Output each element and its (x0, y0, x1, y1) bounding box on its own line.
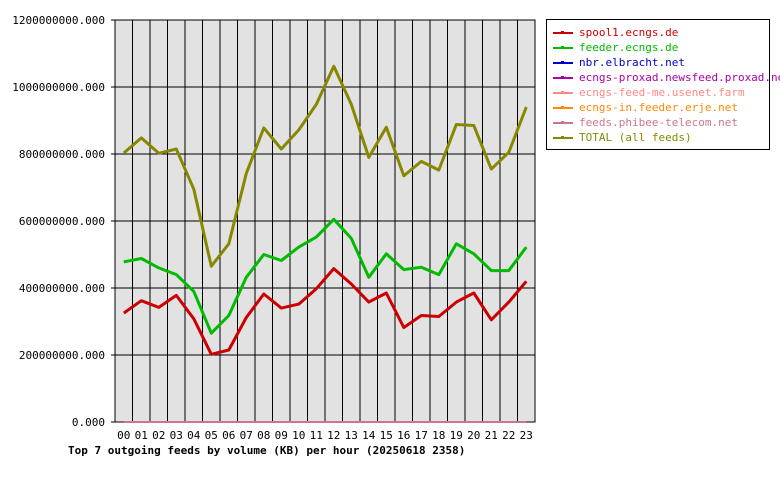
legend-label: nbr.elbracht.net (579, 56, 685, 69)
legend-label: feeder.ecngs.de (579, 41, 679, 54)
legend-swatch (553, 75, 573, 79)
x-tick-label: 20 (467, 429, 480, 442)
y-tick-label: 1200000000.000 (12, 14, 105, 27)
x-tick-label: 01 (135, 429, 148, 442)
x-tick-label: 03 (170, 429, 183, 442)
x-tick-label: 07 (240, 429, 253, 442)
y-tick-label: 0.000 (72, 416, 105, 429)
x-tick-label: 10 (292, 429, 305, 442)
x-tick-label: 19 (450, 429, 463, 442)
legend-item: feeder.ecngs.de (553, 40, 678, 55)
x-tick-label: 11 (310, 429, 323, 442)
series-line-total-all-feeds (122, 64, 528, 268)
legend: spool1.ecngs.de feeder.ecngs.de nbr.elbrac… (546, 19, 780, 150)
y-tick-label: 400000000.000 (19, 282, 105, 295)
y-tick-label: 600000000.000 (19, 215, 105, 228)
legend-label: ecngs-in.feeder.erje.net (579, 101, 738, 114)
legend-item: ecngs-feed-me.usenet.farm (553, 85, 745, 100)
legend-swatch (553, 30, 573, 34)
legend-label: ecngs-feed-me.usenet.farm (579, 86, 745, 99)
legend-swatch (553, 135, 573, 139)
legend-label: ecngs-proxad.newsfeed.proxad.net (579, 71, 780, 84)
legend-swatch (553, 120, 573, 124)
legend-item: ecngs-proxad.newsfeed.proxad.net (553, 70, 780, 85)
legend-label: feeds.phibee-telecom.net (579, 116, 738, 129)
x-tick-label: 23 (520, 429, 533, 442)
legend-item: nbr.elbracht.net (553, 55, 685, 70)
y-tick-label: 200000000.000 (19, 349, 105, 362)
legend-swatch (553, 45, 573, 49)
legend-label: TOTAL (all feeds) (579, 131, 692, 144)
legend-item: ecngs-in.feeder.erje.net (553, 100, 738, 115)
series-line-feeder-ecngs-de (123, 217, 528, 335)
legend-item: TOTAL (all feeds) (553, 130, 692, 145)
legend-label: spool1.ecngs.de (579, 26, 679, 39)
x-tick-label: 06 (222, 429, 235, 442)
x-tick-label: 14 (362, 429, 376, 442)
legend-item: feeds.phibee-telecom.net (553, 115, 738, 130)
legend-item: spool1.ecngs.de (553, 25, 678, 40)
x-tick-label: 21 (485, 429, 498, 442)
x-tick-label: 16 (397, 429, 410, 442)
x-tick-label: 22 (502, 429, 515, 442)
x-tick-label: 18 (432, 429, 445, 442)
x-tick-label: 04 (187, 429, 201, 442)
x-tick-label: 15 (380, 429, 393, 442)
y-tick-label: 1000000000.000 (12, 81, 105, 94)
x-tick-label: 02 (152, 429, 165, 442)
x-tick-label: 17 (415, 429, 428, 442)
legend-swatch (553, 60, 573, 64)
x-tick-label: 09 (275, 429, 288, 442)
x-tick-label: 13 (345, 429, 358, 442)
chart-title: Top 7 outgoing feeds by volume (KB) per … (68, 444, 466, 457)
y-tick-label: 800000000.000 (19, 148, 105, 161)
legend-swatch (553, 105, 573, 109)
x-tick-label: 12 (327, 429, 340, 442)
x-tick-label: 00 (117, 429, 130, 442)
legend-swatch (553, 90, 573, 94)
x-tick-label: 08 (257, 429, 270, 442)
series-line-spool1-ecngs-de (122, 267, 528, 356)
x-tick-label: 05 (205, 429, 218, 442)
